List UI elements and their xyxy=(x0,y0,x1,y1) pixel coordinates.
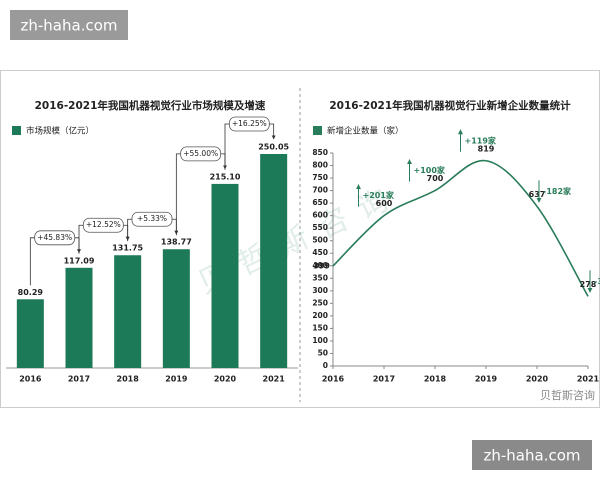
value-label: 600 xyxy=(376,199,393,208)
y-tick-label: 850 xyxy=(312,148,328,157)
y-tick-label: 250 xyxy=(312,298,328,307)
watermark-box xyxy=(472,440,592,470)
x-tick-label: 2017 xyxy=(68,375,90,384)
value-label: 131.75 xyxy=(112,244,143,253)
y-tick-label: 650 xyxy=(312,198,328,207)
x-tick-label: 2017 xyxy=(373,375,395,384)
bar xyxy=(211,183,239,368)
legend-swatch xyxy=(313,126,322,135)
x-tick-label: 2019 xyxy=(475,375,498,384)
chart-title: 2016-2021年我国机器视觉行业市场规模及增速 xyxy=(35,99,266,112)
y-tick-label: 200 xyxy=(312,311,328,320)
growth-box xyxy=(228,116,270,132)
change-label: +201家 xyxy=(363,190,395,200)
growth-label: +16.25% xyxy=(232,119,267,128)
growth-box xyxy=(82,217,124,233)
change-label: +100家 xyxy=(414,165,446,175)
y-tick-label: 450 xyxy=(312,248,328,257)
y-tick-label: 750 xyxy=(312,173,328,182)
growth-label: +12.52% xyxy=(86,220,121,229)
change-label: -395家 xyxy=(594,276,600,286)
line xyxy=(332,159,589,297)
credit: 贝哲斯咨询 xyxy=(540,388,595,402)
growth-box xyxy=(180,146,222,162)
value-label: 80.29 xyxy=(18,288,44,297)
y-tick-label: 350 xyxy=(312,273,328,282)
y-tick-label: 700 xyxy=(312,186,328,195)
x-tick-label: 2016 xyxy=(322,375,345,384)
legend-label: 新增企业数量（家） xyxy=(327,126,404,137)
value-label: 399 xyxy=(313,262,330,271)
watermark: zh-haha.com xyxy=(21,17,118,35)
x-tick-label: 2016 xyxy=(19,375,42,384)
watermark: zh-haha.com xyxy=(484,447,581,465)
value-label: 138.77 xyxy=(161,238,192,247)
chart-title: 2016-2021年我国机器视觉行业新增企业数量统计 xyxy=(329,99,571,112)
y-tick-label: 400 xyxy=(312,261,328,270)
x-tick-label: 2021 xyxy=(577,375,600,384)
growth-box xyxy=(34,230,76,246)
value-label: 250.05 xyxy=(258,143,289,152)
y-tick-label: 300 xyxy=(312,286,328,295)
value-label: 700 xyxy=(427,174,444,183)
x-tick-label: 2021 xyxy=(263,375,286,384)
value-label: 117.09 xyxy=(64,256,95,265)
growth-label: +5.33% xyxy=(137,214,167,223)
bar xyxy=(114,255,142,368)
value-label: 278 xyxy=(580,280,597,289)
bar xyxy=(260,154,288,368)
value-label: 215.10 xyxy=(210,172,241,181)
growth-label: +55.00% xyxy=(183,149,218,158)
x-tick-label: 2018 xyxy=(424,375,447,384)
change-label: -182家 xyxy=(543,186,572,196)
y-tick-label: 550 xyxy=(312,223,328,232)
value-label: 819 xyxy=(478,144,495,153)
growth-label: +45.83% xyxy=(37,233,72,242)
x-tick-label: 2018 xyxy=(117,375,140,384)
x-tick-label: 2020 xyxy=(526,375,549,384)
bar xyxy=(65,267,93,368)
y-tick-label: 800 xyxy=(312,161,328,170)
y-tick-label: 500 xyxy=(312,236,328,245)
y-tick-label: 100 xyxy=(312,336,328,345)
x-tick-label: 2020 xyxy=(214,375,237,384)
bar xyxy=(16,299,44,368)
legend-swatch xyxy=(12,126,21,135)
growth-box xyxy=(131,211,173,227)
x-tick-label: 2019 xyxy=(165,375,188,384)
y-tick-label: 600 xyxy=(312,211,328,220)
y-tick-label: 150 xyxy=(312,323,328,332)
change-label: +119家 xyxy=(465,135,497,145)
watermark-box xyxy=(10,10,128,40)
value-label: 637 xyxy=(529,190,546,199)
y-tick-label: 50 xyxy=(318,348,328,357)
bar xyxy=(162,249,190,368)
legend-label: 市场规模（亿元） xyxy=(26,126,94,137)
y-tick-label: 0 xyxy=(323,361,328,370)
